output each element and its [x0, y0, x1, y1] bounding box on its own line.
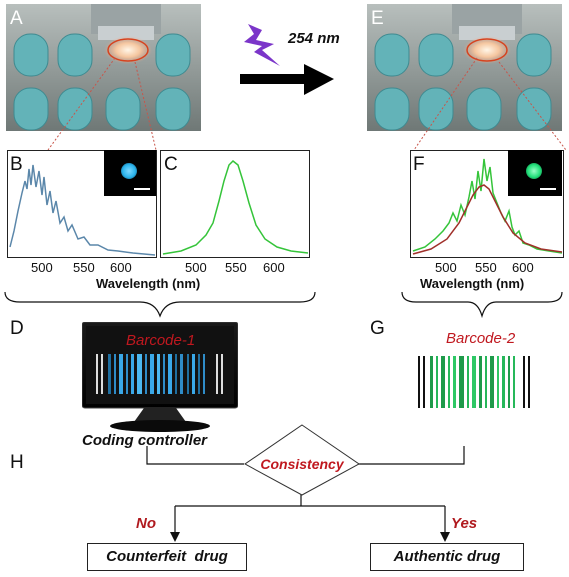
- excitation-wavelength-label: 254 nm: [288, 30, 340, 47]
- consistency-label: Consistency: [260, 456, 344, 472]
- panel-label-a: A: [10, 8, 23, 29]
- panel-label-h: H: [10, 452, 24, 473]
- uv-lightning-icon: [244, 24, 280, 66]
- panel-label-b: B: [10, 154, 23, 175]
- flow-lines: [146, 446, 465, 542]
- right-arrow-icon: [240, 64, 334, 95]
- counterfeit-drug-label: Counterfeit drug: [106, 548, 228, 565]
- yes-branch-label: Yes: [451, 515, 478, 532]
- barcode-2-label: Barcode-2: [446, 330, 516, 347]
- x-axis-label-left: Wavelength (nm): [96, 276, 201, 291]
- photo-panel-e: [367, 4, 562, 131]
- tick-label-550-f: 550: [475, 260, 497, 275]
- tick-label-500-c: 500: [185, 260, 207, 275]
- photo-panel-a: [6, 4, 201, 131]
- barcode-1-bars: [96, 354, 223, 394]
- authentic-drug-label: Authentic drug: [393, 548, 501, 565]
- blue-emission-inset: [104, 150, 156, 196]
- tick-label-600-b: 600: [110, 260, 132, 275]
- tick-label-550-c: 550: [225, 260, 247, 275]
- fit-curve: [412, 184, 563, 255]
- consistency-diamond: [244, 424, 360, 496]
- counterfeit-drug-box: Counterfeit drug: [87, 543, 247, 571]
- brace-left: [4, 291, 316, 318]
- tick-label-600-c: 600: [263, 260, 285, 275]
- panel-label-d: D: [10, 318, 24, 339]
- green-emission-inset: [508, 150, 562, 196]
- barcode-2-bars: [418, 356, 530, 408]
- tick-label-600-f: 600: [512, 260, 534, 275]
- tick-label-550-b: 550: [73, 260, 95, 275]
- tick-label-500-b: 500: [31, 260, 53, 275]
- green-measured-curve: [412, 158, 563, 254]
- x-axis-label-right: Wavelength (nm): [420, 276, 525, 291]
- barcode-1-label: Barcode-1: [126, 332, 196, 349]
- blister-pack-image: [6, 4, 201, 131]
- blue-emission-curve: [9, 164, 156, 256]
- spectrum-panel-c: [160, 150, 310, 258]
- panel-label-e: E: [371, 8, 384, 29]
- panel-label-c: C: [164, 154, 178, 175]
- green-emission-curve: [162, 159, 309, 255]
- zoom-connectors: [47, 57, 567, 151]
- panel-label-f: F: [413, 154, 425, 175]
- authentic-drug-box: Authentic drug: [370, 543, 524, 571]
- tick-label-500-f: 500: [435, 260, 457, 275]
- panel-label-g: G: [370, 318, 385, 339]
- monitor-icon: [82, 322, 238, 432]
- coding-controller-label: Coding controller: [82, 432, 207, 449]
- brace-right: [401, 291, 563, 319]
- no-branch-label: No: [136, 515, 156, 532]
- blister-pack-image-irradiated: [367, 4, 562, 131]
